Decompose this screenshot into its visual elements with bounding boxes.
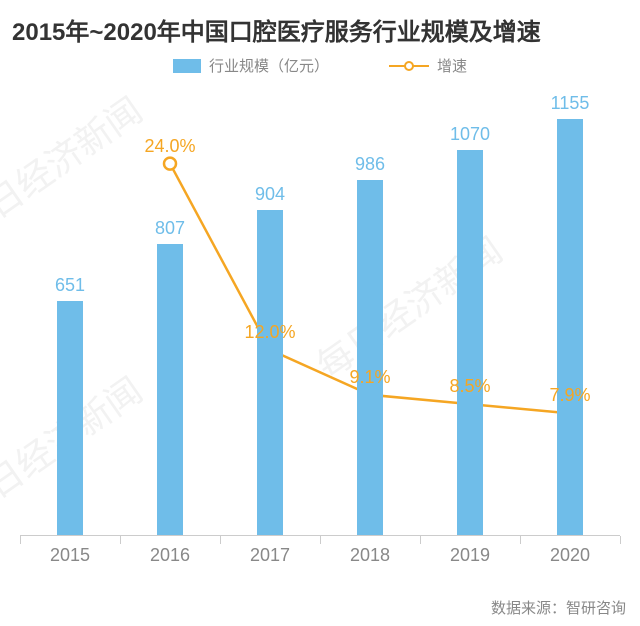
x-tick xyxy=(20,536,21,544)
x-tick-label: 2016 xyxy=(120,545,220,566)
line-marker xyxy=(164,158,176,170)
legend-item-line: 增速 xyxy=(389,55,467,76)
source-name: 智研咨询 xyxy=(566,600,626,617)
line-value-label: 7.9% xyxy=(530,385,610,406)
bar-value-label: 651 xyxy=(20,275,120,296)
bar xyxy=(157,244,183,535)
chart-plot-area: 201520162017201820192020 651 8079049861070… xyxy=(20,86,620,566)
bar-value-label: 807 xyxy=(120,218,220,239)
line-value-label: 24.0% xyxy=(130,136,210,157)
bar-value-label: 1070 xyxy=(420,124,520,145)
bar xyxy=(357,180,383,535)
bar-value-label: 1155 xyxy=(520,93,620,114)
line-value-label: 9.1% xyxy=(330,367,410,388)
x-tick xyxy=(620,536,621,544)
x-tick-label: 2017 xyxy=(220,545,320,566)
x-tick xyxy=(220,536,221,544)
legend-bar-label: 行业规模（亿元） xyxy=(209,55,329,76)
line-value-label: 12.0% xyxy=(230,322,310,343)
legend-line-label: 增速 xyxy=(437,55,467,76)
legend: 行业规模（亿元） 增速 xyxy=(0,55,640,76)
legend-item-bar: 行业规模（亿元） xyxy=(173,55,329,76)
bar xyxy=(257,210,283,535)
source-prefix: 数据来源： xyxy=(491,600,566,617)
line-swatch-icon xyxy=(389,59,429,73)
chart-title: 2015年~2020年中国口腔医疗服务行业规模及增速 xyxy=(0,0,640,55)
x-tick-label: 2018 xyxy=(320,545,420,566)
x-tick xyxy=(120,536,121,544)
bar xyxy=(557,119,583,535)
line-value-label: 8.5% xyxy=(430,376,510,397)
bar xyxy=(57,301,83,535)
x-tick xyxy=(320,536,321,544)
x-tick-label: 2019 xyxy=(420,545,520,566)
x-tick-label: 2015 xyxy=(20,545,120,566)
x-tick xyxy=(520,536,521,544)
bar xyxy=(457,150,483,535)
bar-swatch-icon xyxy=(173,59,201,73)
bar-value-label: 904 xyxy=(220,184,320,205)
x-tick xyxy=(420,536,421,544)
data-source: 数据来源：智研咨询 xyxy=(491,597,626,618)
bar-value-label: 986 xyxy=(320,154,420,175)
x-tick-label: 2020 xyxy=(520,545,620,566)
